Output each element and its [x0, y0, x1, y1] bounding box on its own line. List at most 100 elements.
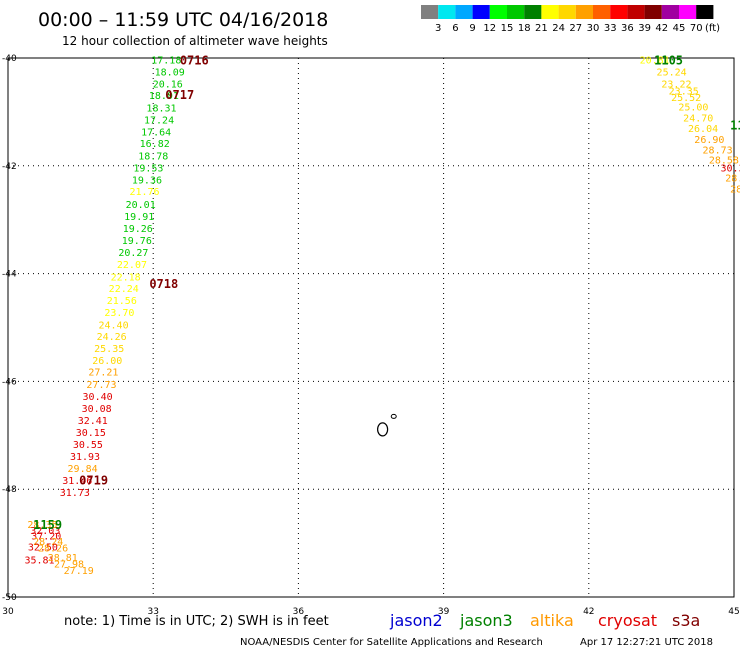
swh-value: 24.26: [97, 332, 127, 343]
lat-tick-label: -42: [2, 162, 17, 172]
island-outline: [390, 413, 397, 419]
swh-value: 19.26: [123, 224, 153, 235]
legend-swatch: [455, 5, 473, 19]
swh-value: 30.40: [83, 392, 113, 403]
swh-value: 16.82: [140, 139, 170, 150]
swh-value: 25.35: [94, 344, 124, 355]
legend-swatch: [593, 5, 611, 19]
legend-tick-label: 15: [501, 23, 514, 34]
swh-value: 26.90: [694, 135, 724, 146]
swh-value: 20.01: [126, 200, 156, 211]
swh-value: 18.09: [155, 67, 185, 78]
legend-tick-label: 24: [552, 23, 565, 34]
legend-tick-label: 9: [469, 23, 475, 34]
pass-time-label: 0717: [165, 88, 194, 102]
legend-tick-label: 18: [518, 23, 531, 34]
swh-value: 28.26: [38, 543, 68, 554]
swh-value: 21.76: [129, 187, 159, 198]
axis-tick-labels: 30 33 36 39 42 45 -40 -42 -44 -46 -48 -50: [2, 54, 740, 617]
legend-swatch: [507, 5, 525, 19]
islands-layer: [377, 413, 397, 437]
swh-value: 31.73: [60, 488, 90, 499]
island-outline: [377, 422, 389, 437]
pass-time-label: 0719: [79, 473, 108, 487]
swh-value: 30.15: [76, 428, 106, 439]
pass-time-label: 11: [730, 118, 740, 132]
legend-swatch: [575, 5, 593, 19]
swh-value: 35.81: [24, 555, 54, 566]
legend-swatch: [610, 5, 628, 19]
swh-value: 25.24: [657, 67, 687, 78]
legend-swatch: [627, 5, 645, 19]
swh-value: 17.64: [141, 127, 171, 138]
swh-value: 20.81: [640, 56, 670, 67]
lon-tick-label: 45: [728, 607, 739, 617]
satellite-legend: jason2 jason3 altika cryosat s3a: [389, 611, 700, 630]
legend-swatch: [421, 5, 439, 19]
legend-tick-label: 6: [452, 23, 458, 34]
swh-value: 26.04: [688, 124, 718, 135]
swh-value: 30.55: [73, 440, 103, 451]
swh-value: 20.27: [118, 248, 148, 259]
swh-value: 29.84: [68, 464, 98, 475]
map-subtitle: 12 hour collection of altimeter wave hei…: [62, 34, 328, 48]
lat-lon-grid: [8, 58, 734, 597]
lon-tick-label: 30: [2, 607, 14, 617]
satellite-label: jason2: [389, 611, 443, 630]
swh-value: 28.81: [48, 553, 78, 564]
lat-tick-label: -48: [2, 485, 17, 495]
legend-swatch: [661, 5, 679, 19]
swh-value: 37.20: [31, 532, 61, 543]
legend-swatch: [558, 5, 576, 19]
legend-swatch: [524, 5, 542, 19]
swh-value: 28.73: [703, 146, 733, 157]
swh-value: 32.50: [28, 542, 58, 553]
swh-value: 24.40: [99, 320, 129, 331]
satellite-label: jason3: [459, 611, 513, 630]
legend-swatch: [696, 5, 714, 19]
footer-note: note: 1) Time is in UTC; 2) SWH is in fe…: [64, 614, 329, 629]
swh-value: 19.76: [122, 236, 152, 247]
legend-swatch: [438, 5, 456, 19]
legend-tick-label: 27: [569, 23, 582, 34]
swh-value: 18.01: [149, 91, 179, 102]
swh-value: 28.1: [725, 174, 740, 185]
swh-value: 27.73: [86, 380, 116, 391]
legend-swatch: [472, 5, 490, 19]
swh-value: 21.56: [107, 296, 137, 307]
swh-value: 27.98: [54, 560, 84, 571]
swh-value: 27.21: [88, 368, 118, 379]
legend-unit-label: (ft): [705, 23, 720, 34]
legend-tick-label: 42: [655, 23, 668, 34]
swh-value: 32.41: [78, 416, 108, 427]
legend-tick-label: 70: [690, 23, 703, 34]
swh-value: 22.24: [109, 284, 139, 295]
swh-value: 25.00: [678, 103, 708, 114]
legend-tick-label: 3: [435, 23, 441, 34]
pass-time-label: 1159: [33, 518, 62, 532]
legend-tick-label: 12: [483, 23, 496, 34]
swh-value: 28: [730, 184, 740, 195]
credit-line: NOAA/NESDIS Center for Satellite Applica…: [240, 637, 543, 648]
legend-tick-label: 39: [638, 23, 651, 34]
swh-value: 31.93: [70, 452, 100, 463]
swh-value: 19.36: [132, 175, 162, 186]
color-scale-legend: 3 6 9 12 15 18 21 24 27 30 33 36 39 42 45 70: [421, 5, 714, 34]
lat-tick-label: -40: [2, 54, 17, 64]
swh-value: 19.91: [124, 212, 154, 223]
map-frame: [7, 57, 735, 598]
swh-value: 22.07: [117, 260, 147, 271]
map-title: 00:00 – 11:59 UTC 04/16/2018: [38, 9, 328, 31]
swh-value: 22.18: [111, 272, 141, 283]
swh-value: 25.52: [671, 93, 701, 104]
swh-value: 19.53: [133, 163, 163, 174]
swh-value: 17.18: [151, 56, 181, 67]
swh-value: 18.31: [146, 104, 176, 115]
legend-swatch: [541, 5, 559, 19]
lat-tick-label: -46: [2, 377, 17, 387]
swh-value: 28.24: [33, 537, 63, 548]
legend-swatch: [679, 5, 697, 19]
